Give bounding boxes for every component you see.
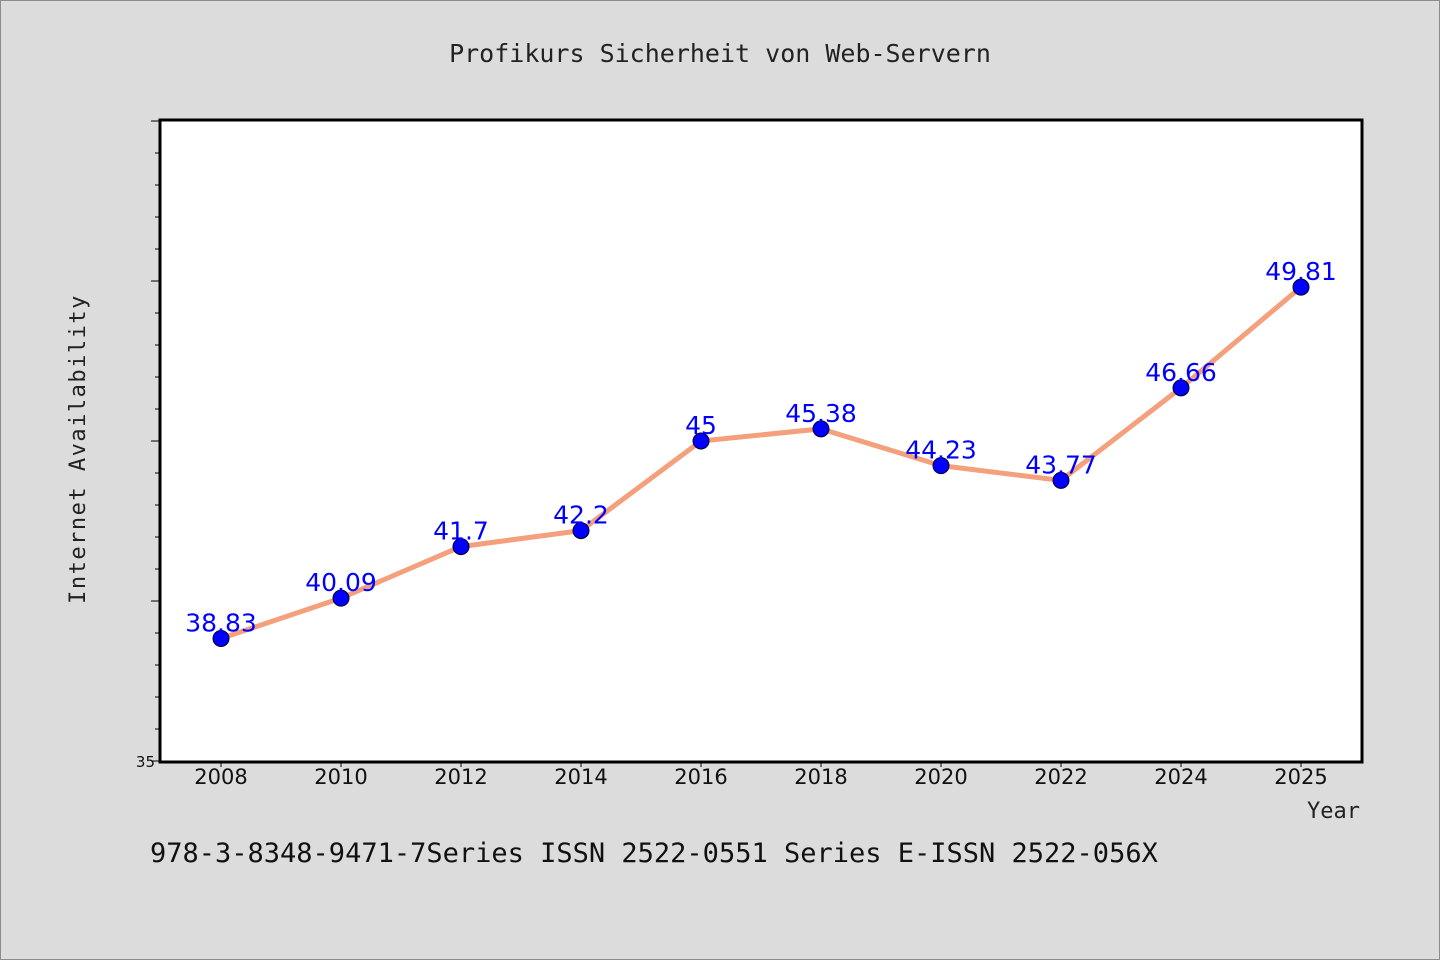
series-line <box>218 284 1304 641</box>
data-point <box>932 457 950 475</box>
y-tick-label: 35 <box>136 753 155 771</box>
x-axis-ticks: 2008 2010 2012 2014 2016 2018 2020 2022 2024 2025 <box>194 761 1328 789</box>
y-axis-label: Internet Availability <box>66 294 91 604</box>
x-tick-label: 2016 <box>674 765 727 789</box>
x-tick-label: 2010 <box>314 765 367 789</box>
plot-area <box>158 118 1364 764</box>
x-tick-label: 2024 <box>1154 765 1207 789</box>
x-tick-label: 2012 <box>434 765 487 789</box>
data-label: 41.7 <box>433 517 489 546</box>
data-point <box>1292 278 1310 296</box>
data-label: 45.38 <box>785 399 857 428</box>
x-tick-label: 2018 <box>794 765 847 789</box>
data-label: 49.81 <box>1265 257 1337 286</box>
series-layer: 38.83 40.09 41.7 42.2 45 45.38 44.23 43.77 46.66… <box>185 257 1337 647</box>
data-point <box>452 538 470 556</box>
data-point <box>332 589 350 607</box>
data-label: 43.77 <box>1025 450 1097 479</box>
x-tick-label: 2025 <box>1274 765 1327 789</box>
data-label: 40.09 <box>305 568 377 597</box>
data-point <box>572 522 590 540</box>
footer-text: 978-3-8348-9471-7Series ISSN 2522-0551 S… <box>150 838 1158 869</box>
x-tick-label: 2014 <box>554 765 607 789</box>
data-point <box>1172 379 1190 397</box>
data-label: 45 <box>685 411 717 440</box>
data-point <box>812 420 830 438</box>
data-label: 44.23 <box>905 436 977 465</box>
x-tick-label: 2020 <box>914 765 967 789</box>
y-axis-ticks: 35 <box>136 120 161 771</box>
data-label: 38.83 <box>185 608 257 637</box>
data-label: 46.66 <box>1145 358 1217 387</box>
x-axis-label: Year <box>1307 799 1360 824</box>
data-point <box>692 432 710 450</box>
data-point <box>212 629 230 647</box>
chart-title: Profikurs Sicherheit von Web-Servern <box>449 39 991 68</box>
x-tick-label: 2008 <box>194 765 247 789</box>
x-tick-label: 2022 <box>1034 765 1087 789</box>
data-label: 42.2 <box>553 501 609 530</box>
data-point <box>1052 471 1070 489</box>
